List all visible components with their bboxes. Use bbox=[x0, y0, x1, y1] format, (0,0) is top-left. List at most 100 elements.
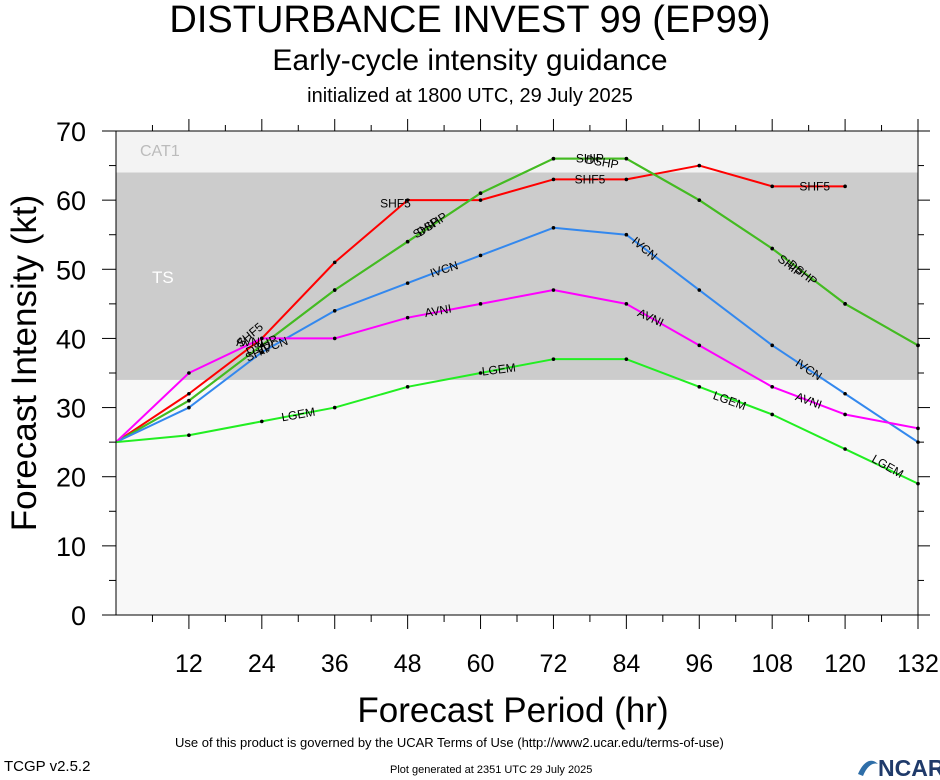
series-label-group: AVNI bbox=[236, 335, 263, 349]
data-point-ivcn bbox=[260, 350, 264, 355]
version-label: TCGP v2.5.2 bbox=[4, 758, 91, 775]
data-point-shf5 bbox=[551, 177, 556, 182]
data-point-avni bbox=[624, 302, 629, 306]
band-label-cat1: CAT1 bbox=[140, 143, 180, 160]
data-point-shf5 bbox=[332, 260, 337, 265]
y-tick-label: 10 bbox=[56, 532, 86, 562]
data-point-shf5 bbox=[770, 184, 774, 189]
data-point-shf5 bbox=[478, 198, 483, 202]
series-line-lgem bbox=[115, 358, 919, 485]
series-label-group: SHF5 bbox=[575, 172, 606, 186]
series-label-group: AVNI bbox=[423, 302, 452, 320]
data-point-lgem bbox=[551, 357, 556, 361]
data-point-avni bbox=[843, 412, 847, 417]
data-point-avni bbox=[260, 336, 264, 341]
data-point-lgem bbox=[260, 419, 264, 424]
x-tick-label: 48 bbox=[394, 650, 422, 678]
data-point-lgem bbox=[624, 357, 629, 361]
chart-subtitle: Early-cycle intensity guidance bbox=[272, 44, 668, 77]
data-point-shf5 bbox=[697, 163, 702, 168]
data-point-ship bbox=[624, 156, 629, 161]
x-tick-label: 72 bbox=[540, 650, 568, 678]
generated-time: Plot generated at 2351 UTC 29 July 2025 bbox=[390, 764, 593, 776]
series-label: LGEM bbox=[481, 361, 516, 379]
data-point-ivcn bbox=[478, 253, 483, 258]
data-point-avni bbox=[332, 336, 337, 341]
init-time: initialized at 1800 UTC, 29 July 2025 bbox=[307, 85, 633, 107]
y-axis-label: Forecast Intensity (kt) bbox=[5, 195, 44, 531]
y-tick-label: 50 bbox=[56, 255, 86, 285]
series-label: SHF5 bbox=[575, 172, 606, 186]
data-point-avni bbox=[697, 343, 702, 348]
data-point-lgem bbox=[770, 412, 774, 417]
x-tick-label: 132 bbox=[897, 650, 939, 678]
data-point-ivcn bbox=[843, 391, 847, 396]
x-tick-label: 96 bbox=[685, 650, 713, 678]
data-point-ivcn bbox=[697, 288, 702, 292]
logo-text: NCAR bbox=[878, 755, 940, 780]
series-label: SHF5 bbox=[380, 197, 411, 211]
series-label: AVNI bbox=[236, 335, 263, 349]
terms-of-use: Use of this product is governed by the U… bbox=[175, 735, 724, 750]
ncar-logo: NCAR bbox=[858, 755, 940, 780]
data-point-ship bbox=[332, 288, 337, 292]
data-point-ivcn bbox=[332, 308, 337, 313]
x-tick-label: 12 bbox=[175, 650, 203, 678]
chart-title: DISTURBANCE INVEST 99 (EP99) bbox=[169, 0, 771, 41]
data-point-ship bbox=[697, 198, 702, 202]
y-tick-label: 0 bbox=[71, 601, 86, 631]
data-point-ivcn bbox=[624, 232, 629, 237]
data-point-ivcn bbox=[551, 226, 556, 230]
data-point-shf5 bbox=[624, 177, 629, 182]
x-tick-label: 108 bbox=[751, 650, 793, 678]
series-line-avni bbox=[115, 289, 919, 443]
series-line-ship bbox=[115, 157, 919, 444]
data-point-ivcn bbox=[770, 343, 774, 348]
data-point-lgem bbox=[405, 385, 410, 389]
series-label-group: SHIP bbox=[576, 152, 604, 166]
series-label-group: SHF5 bbox=[799, 179, 830, 193]
data-point-ivcn bbox=[187, 405, 191, 410]
x-tick-label: 24 bbox=[248, 650, 276, 678]
band-cat1 bbox=[116, 131, 918, 173]
data-point-avni bbox=[405, 315, 410, 320]
data-point-ship bbox=[478, 191, 483, 196]
y-tick-label: 60 bbox=[56, 186, 86, 216]
data-point-lgem bbox=[187, 433, 191, 438]
data-point-ivcn bbox=[405, 281, 410, 285]
data-point-ship bbox=[551, 156, 556, 161]
data-point-lgem bbox=[332, 405, 337, 410]
data-point-ship bbox=[187, 398, 191, 403]
x-tick-label: 36 bbox=[321, 650, 349, 678]
data-point-ship bbox=[260, 343, 264, 348]
data-point-lgem bbox=[478, 371, 483, 375]
y-tick-label: 20 bbox=[56, 463, 86, 493]
series-line-ivcn bbox=[115, 226, 919, 444]
data-point-shf5 bbox=[405, 198, 410, 202]
y-tick-label: 70 bbox=[56, 117, 86, 147]
series-label-group: LGEM bbox=[481, 361, 516, 379]
data-point-ship bbox=[405, 239, 410, 244]
series-label: LGEM bbox=[280, 405, 316, 425]
series-label-group: LGEM bbox=[280, 405, 316, 425]
data-point-shf5 bbox=[187, 391, 191, 396]
data-point-avni bbox=[478, 302, 483, 306]
x-tick-label: 120 bbox=[824, 650, 866, 678]
series-label: SHF5 bbox=[799, 179, 830, 193]
series-label: SHIP bbox=[576, 152, 604, 166]
series-label: AVNI bbox=[423, 302, 452, 320]
series-label: DSHP bbox=[584, 152, 619, 172]
series-label-group: SHF5 bbox=[380, 197, 411, 211]
x-tick-label: 84 bbox=[612, 650, 640, 678]
data-point-ship bbox=[770, 246, 774, 251]
series-label-group: DSHP bbox=[584, 152, 619, 172]
data-point-avni bbox=[551, 288, 556, 292]
data-point-shf5 bbox=[843, 184, 847, 189]
data-point-avni bbox=[187, 371, 191, 375]
data-point-avni bbox=[770, 385, 774, 389]
x-tick-label: 60 bbox=[467, 650, 495, 678]
data-point-lgem bbox=[843, 447, 847, 451]
band-label-ts: TS bbox=[152, 268, 174, 287]
y-tick-label: 40 bbox=[56, 324, 86, 354]
